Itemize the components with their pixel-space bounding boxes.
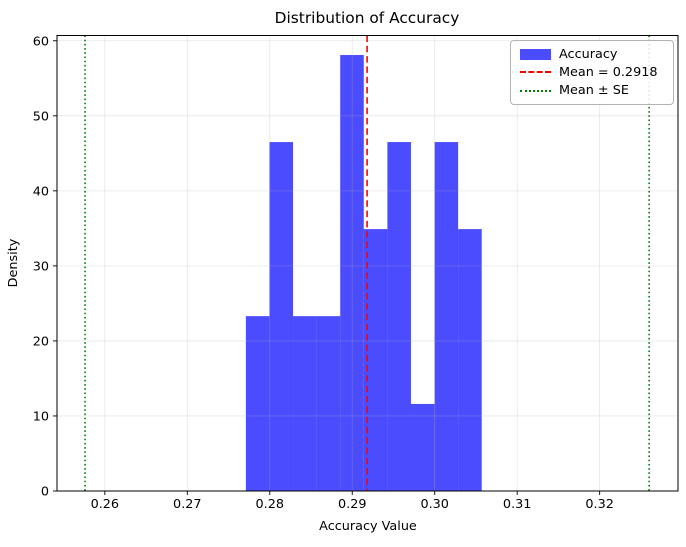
- y-tick-label: 0: [41, 485, 49, 500]
- legend-item-accuracy: Accuracy: [520, 45, 665, 63]
- x-tick-label: 0.27: [173, 497, 202, 512]
- histogram-bar: [293, 316, 317, 491]
- x-tick-label: 0.32: [585, 497, 614, 512]
- x-tick-label: 0.30: [420, 497, 449, 512]
- histogram-bar: [363, 229, 388, 492]
- histogram-bar: [245, 316, 270, 491]
- histogram-bar: [316, 316, 341, 491]
- legend-label-mean: Mean = 0.2918: [559, 64, 658, 80]
- tick-labels-layer: 0.26 0.27 0.28 0.29 0.30 0.31 0.32 0 10 20 30 40 50 6…: [33, 34, 614, 512]
- legend-label-accuracy: Accuracy: [559, 46, 618, 62]
- x-tick-label: 0.31: [503, 497, 532, 512]
- x-tick-label: 0.28: [256, 497, 285, 512]
- y-tick-label: 60: [33, 34, 49, 49]
- histogram-bar: [410, 403, 435, 491]
- legend-label-mean-se: Mean ± SE: [559, 83, 629, 99]
- histogram-bar: [269, 142, 294, 491]
- legend: Accuracy Mean = 0.2918 Mean ± SE: [510, 40, 674, 105]
- histogram-bars-layer: [245, 55, 482, 492]
- axes-spines: [56, 35, 679, 492]
- chart-title: Distribution of Accuracy: [275, 9, 460, 27]
- histogram-bar: [458, 229, 482, 492]
- histogram-bar: [434, 142, 459, 491]
- green-dotted-line-swatch-icon: [520, 89, 551, 92]
- y-tick-label: 10: [33, 409, 49, 424]
- legend-swatch-holder: [520, 89, 551, 92]
- legend-item-mean: Mean = 0.2918: [520, 63, 665, 81]
- y-tick-label: 20: [33, 334, 49, 349]
- legend-swatch-holder: [520, 48, 551, 60]
- y-tick-label: 30: [33, 259, 49, 274]
- y-axis-label: Density: [6, 238, 21, 287]
- histogram-bar: [387, 142, 411, 491]
- legend-swatch-holder: [520, 71, 551, 74]
- y-tick-label: 50: [33, 109, 49, 124]
- reference-lines-layer: [84, 35, 650, 491]
- legend-item-mean-se: Mean ± SE: [520, 82, 665, 100]
- x-tick-label: 0.29: [338, 497, 367, 512]
- tick-marks-layer: [53, 40, 601, 495]
- blue-histogram-swatch-icon: [520, 48, 551, 60]
- histogram-bar: [340, 55, 364, 491]
- x-axis-label: Accuracy Value: [319, 519, 417, 534]
- y-tick-label: 40: [33, 184, 49, 199]
- red-dashed-line-swatch-icon: [520, 71, 551, 74]
- x-tick-label: 0.26: [91, 497, 120, 512]
